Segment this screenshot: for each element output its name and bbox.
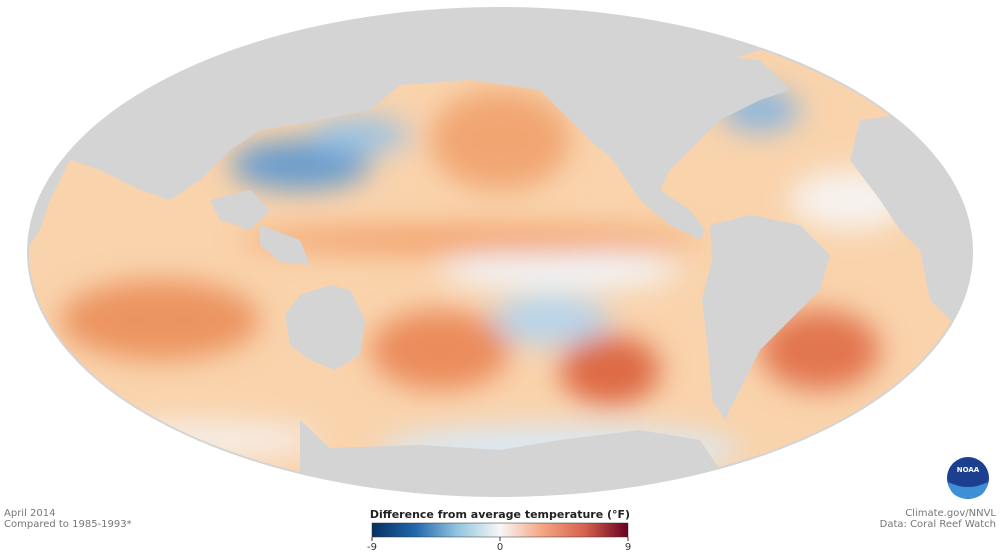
legend-tick-label: -9 <box>367 542 377 553</box>
source-credit: Climate.gov/NNVL <box>905 508 996 519</box>
map-date: April 2014 <box>4 508 55 519</box>
logo-text: NOAA <box>957 466 980 474</box>
legend-tick-label: 0 <box>497 542 503 553</box>
anomaly-field <box>60 88 910 475</box>
data-credit: Data: Coral Reef Watch <box>880 519 996 530</box>
legend-title: Difference from average temperature (°F) <box>370 508 630 521</box>
noaa-logo: NOAA <box>947 457 989 499</box>
globe-outline <box>27 7 973 497</box>
legend-bar <box>371 522 629 538</box>
land <box>28 8 972 496</box>
legend-tick-label: 9 <box>625 542 631 553</box>
logo-wave <box>948 482 988 499</box>
baseline-note: Compared to 1985-1993* <box>4 519 132 530</box>
